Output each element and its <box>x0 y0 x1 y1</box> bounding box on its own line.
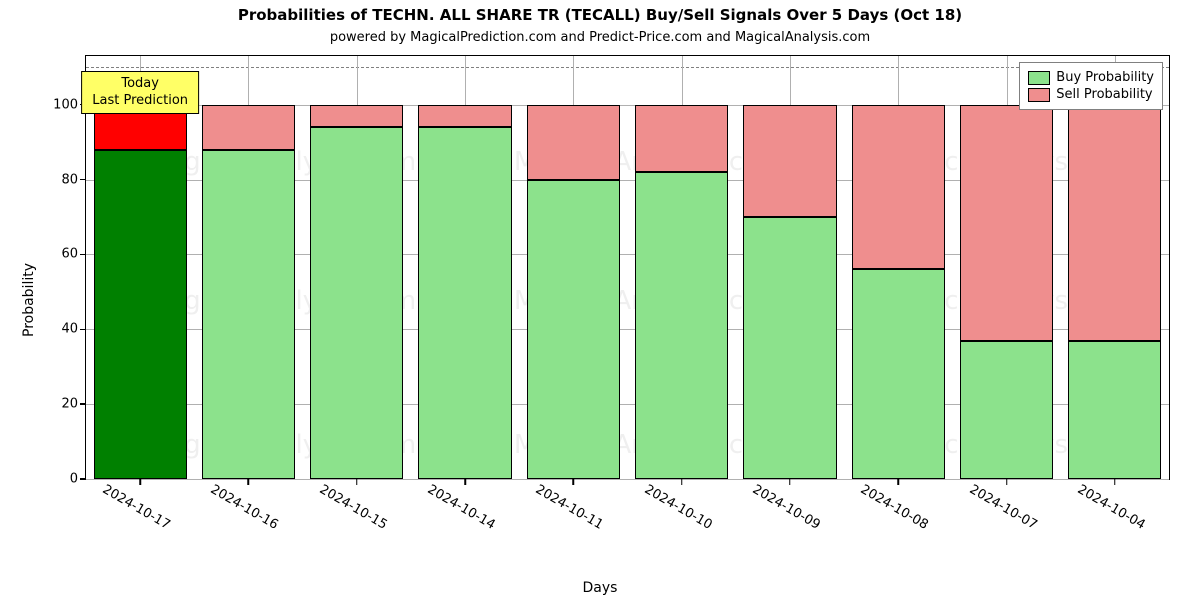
y-tick-mark <box>80 329 86 331</box>
x-tick-label: 2024-10-14 <box>425 482 498 533</box>
y-tick-label: 20 <box>61 397 78 412</box>
chart-subtitle: powered by MagicalPrediction.com and Pre… <box>0 30 1200 45</box>
y-tick-label: 0 <box>70 472 78 487</box>
bar-sell <box>418 105 511 127</box>
plot-area: 020406080100MagicalAnalysis.comMagicalAn… <box>85 55 1170 480</box>
bar-sell <box>310 105 403 127</box>
x-tick-mark <box>139 479 141 485</box>
legend-swatch <box>1028 71 1050 85</box>
y-tick-mark <box>80 179 86 181</box>
bar-sell <box>743 105 836 217</box>
x-tick-label: 2024-10-08 <box>858 482 931 533</box>
bar-buy <box>94 150 187 479</box>
x-tick-label: 2024-10-09 <box>750 482 823 533</box>
bar-sell <box>635 105 728 172</box>
annotation-line1: Today <box>92 76 188 92</box>
bar-buy <box>1068 341 1161 480</box>
bar-buy <box>743 217 836 479</box>
x-tick-mark <box>464 479 466 485</box>
legend-item: Buy Probability <box>1028 70 1154 85</box>
y-tick-mark <box>80 403 86 405</box>
x-tick-label: 2024-10-17 <box>100 482 173 533</box>
legend-label: Buy Probability <box>1056 70 1154 85</box>
bar-sell <box>202 105 295 150</box>
bar-buy <box>527 180 620 479</box>
chart-container: Probabilities of TECHN. ALL SHARE TR (TE… <box>0 0 1200 600</box>
y-axis-label: Probability <box>21 263 37 337</box>
x-tick-mark <box>681 479 683 485</box>
x-tick-label: 2024-10-10 <box>641 482 714 533</box>
bar-buy <box>310 127 403 479</box>
x-tick-mark <box>1114 479 1116 485</box>
x-tick-label: 2024-10-04 <box>1075 482 1148 533</box>
y-tick-label: 60 <box>61 247 78 262</box>
bar-sell <box>852 105 945 270</box>
bar-buy <box>852 269 945 479</box>
x-tick-mark <box>248 479 250 485</box>
y-tick-label: 40 <box>61 322 78 337</box>
y-tick-label: 100 <box>53 97 78 112</box>
x-axis-label: Days <box>0 580 1200 596</box>
x-tick-label: 2024-10-16 <box>208 482 281 533</box>
x-tick-label: 2024-10-07 <box>966 482 1039 533</box>
x-tick-mark <box>1006 479 1008 485</box>
bar-buy <box>418 127 511 479</box>
x-tick-label: 2024-10-15 <box>317 482 390 533</box>
x-tick-label: 2024-10-11 <box>533 482 606 533</box>
legend-item: Sell Probability <box>1028 87 1154 102</box>
legend: Buy Probability Sell Probability <box>1019 62 1163 110</box>
y-tick-mark <box>80 254 86 256</box>
today-annotation: TodayLast Prediction <box>81 71 199 114</box>
x-tick-mark <box>356 479 358 485</box>
chart-title: Probabilities of TECHN. ALL SHARE TR (TE… <box>0 6 1200 24</box>
legend-swatch <box>1028 88 1050 102</box>
bar-buy <box>202 150 295 479</box>
bar-sell <box>527 105 620 180</box>
bar-sell <box>1068 105 1161 341</box>
bar-sell <box>960 105 1053 341</box>
y-tick-mark <box>80 478 86 480</box>
bar-buy <box>960 341 1053 480</box>
x-tick-mark <box>789 479 791 485</box>
annotation-line2: Last Prediction <box>92 93 188 109</box>
x-tick-mark <box>573 479 575 485</box>
bar-buy <box>635 172 728 479</box>
legend-label: Sell Probability <box>1056 87 1152 102</box>
y-tick-label: 80 <box>61 172 78 187</box>
x-tick-mark <box>898 479 900 485</box>
